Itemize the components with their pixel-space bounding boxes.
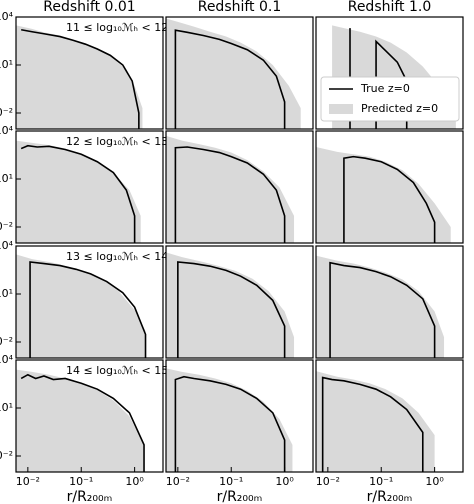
- y-tick-label: 10¹: [0, 287, 13, 300]
- panel: [315, 130, 464, 244]
- true-line: [20, 373, 145, 472]
- legend-box: [320, 76, 460, 122]
- legend-patch: [329, 104, 353, 114]
- predicted-area: [16, 254, 146, 358]
- true-line: [29, 261, 147, 358]
- panel: [165, 130, 314, 244]
- predicted-area: [16, 25, 143, 129]
- panel-frame: [165, 245, 314, 359]
- legend: True z=0 Predicted z=0: [320, 76, 460, 122]
- true-line: [21, 28, 140, 129]
- predicted-area: [316, 147, 451, 243]
- x-tick-label: 10⁻¹: [369, 475, 393, 488]
- annotation: 14 ≤ log₁₀ℳₕ < 15: [66, 364, 168, 377]
- predicted-area: [166, 368, 293, 472]
- panel: [15, 130, 164, 244]
- x-axis-label: r/R₂₀₀ₘ: [367, 489, 413, 504]
- annotation: 11 ≤ log₁₀ℳₕ < 12: [66, 21, 168, 34]
- x-tick-label: 10⁻¹: [69, 475, 93, 488]
- predicted-area: [166, 135, 295, 243]
- predicted-area: [316, 255, 445, 358]
- x-tick-label: 10⁰: [275, 475, 294, 488]
- predicted-area: [166, 18, 301, 129]
- y-tick-label: 10¹: [0, 401, 13, 414]
- x-axis-label: r/R₂₀₀ₘ: [67, 489, 113, 504]
- y-tick-label: 10¹: [0, 172, 13, 185]
- annotation: 13 ≤ log₁₀ℳₕ < 14: [66, 250, 168, 263]
- x-tick-label: 10⁻²: [166, 475, 190, 488]
- predicted-area: [16, 140, 141, 243]
- panel-frame: [315, 130, 464, 244]
- predicted-area: [316, 371, 435, 472]
- panel-frame: [15, 245, 164, 359]
- y-tick-label: 10⁻²: [0, 335, 13, 348]
- panel: True z=0 Predicted z=0: [315, 16, 464, 130]
- x-tick-label: 10⁻¹: [219, 475, 243, 488]
- y-tick-label: 10⁻²: [0, 449, 13, 462]
- panel: [15, 245, 164, 359]
- panel-frame: [165, 130, 314, 244]
- y-tick-label: 10⁻²: [0, 220, 13, 233]
- true-line: [329, 261, 436, 358]
- panel: [315, 359, 464, 473]
- legend-label: Predicted z=0: [361, 102, 438, 115]
- panel-title: Redshift 0.01: [43, 0, 135, 15]
- panel-title: Redshift 1.0: [348, 0, 432, 15]
- panel: [315, 245, 464, 359]
- true-line: [321, 376, 424, 472]
- panel-frame: [15, 359, 164, 473]
- x-axis-label: r/R₂₀₀ₘ: [217, 489, 263, 504]
- legend-label: True z=0: [360, 82, 410, 95]
- predicted-area: [166, 252, 295, 358]
- panel: [165, 359, 314, 473]
- x-tick-label: 10⁻²: [316, 475, 340, 488]
- y-tick-label: 10¹: [0, 58, 13, 71]
- true-line: [174, 29, 286, 129]
- panel-frame: [315, 245, 464, 359]
- x-tick-label: 10⁻²: [16, 475, 40, 488]
- panel: [165, 16, 314, 130]
- predicted-area: [16, 369, 145, 472]
- panel-frame: [165, 16, 314, 130]
- x-tick-label: 10⁰: [125, 475, 144, 488]
- panel-title: Redshift 0.1: [198, 0, 282, 15]
- true-line: [174, 375, 286, 472]
- y-tick-label: 10⁴: [0, 124, 14, 137]
- y-tick-label: 10⁴: [0, 10, 14, 23]
- true-line: [20, 144, 136, 243]
- true-line: [174, 146, 286, 243]
- panel-frame: [15, 130, 164, 244]
- panel: [15, 359, 164, 473]
- annotation: 12 ≤ log₁₀ℳₕ < 13: [66, 135, 168, 148]
- panel: [15, 16, 164, 130]
- true-line: [343, 155, 436, 243]
- x-tick-label: 10⁰: [425, 475, 444, 488]
- panel-frame: [15, 16, 164, 130]
- y-tick-label: 10⁴: [0, 353, 14, 366]
- panel-frame: [315, 16, 464, 130]
- y-tick-label: 10⁴: [0, 239, 14, 252]
- panel-frame: [165, 359, 314, 473]
- true-line: [177, 261, 286, 358]
- y-tick-label: 10⁻²: [0, 106, 13, 119]
- panel-frame: [315, 359, 464, 473]
- panel: [165, 245, 314, 359]
